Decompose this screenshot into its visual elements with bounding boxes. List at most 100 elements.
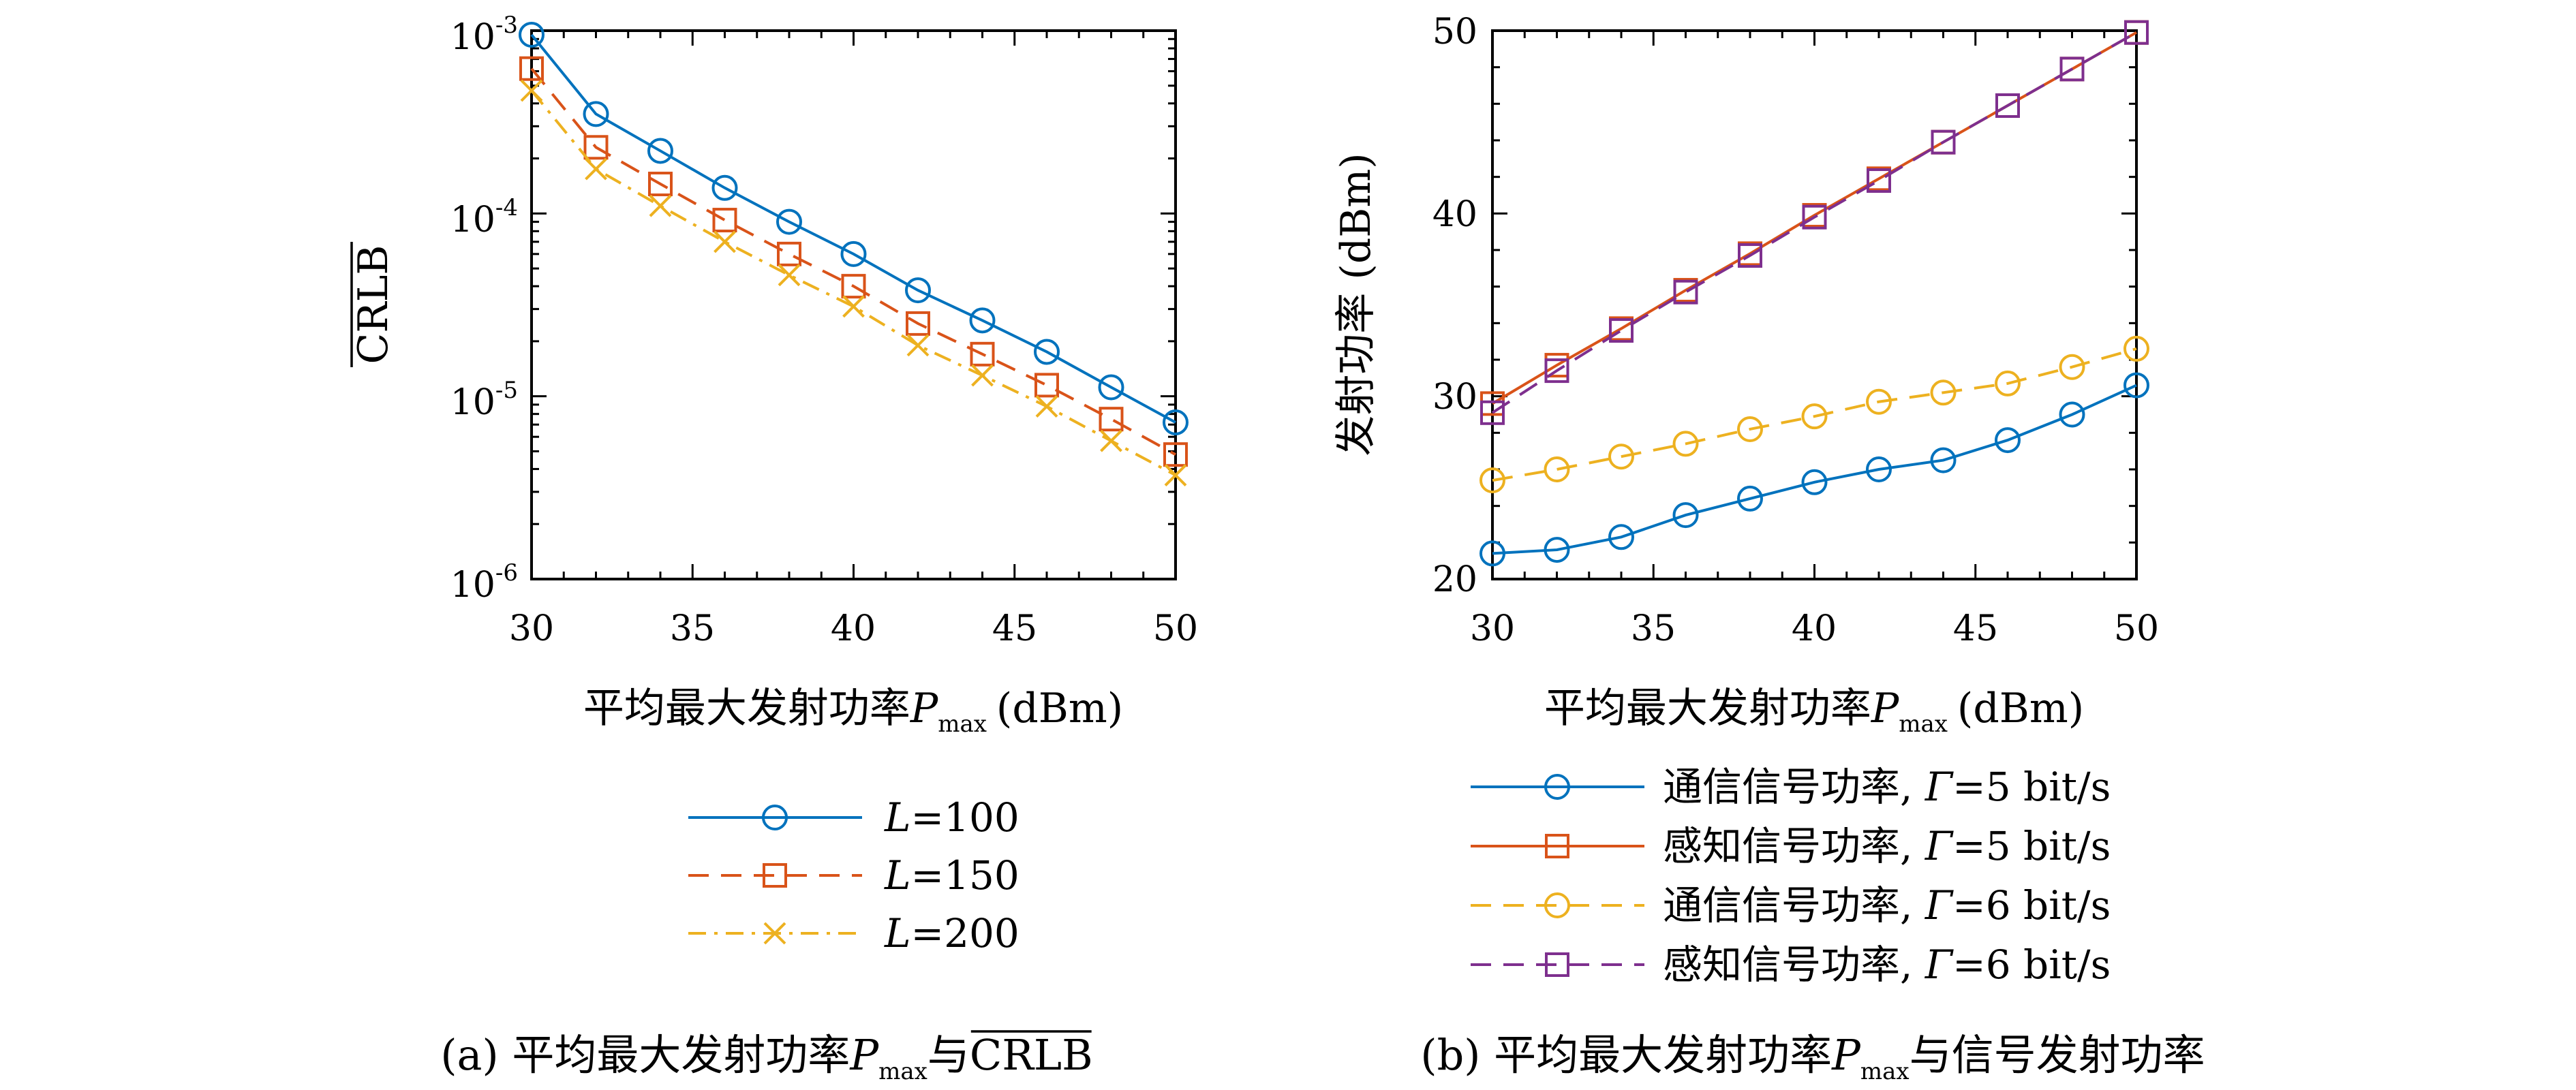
svg-text:L=150: L=150 <box>884 852 1019 899</box>
series-line-b-0 <box>1492 384 2137 555</box>
data-point-a-2-0 <box>520 79 543 102</box>
data-point-b-2-3 <box>1672 431 1699 457</box>
y-tick-label-b-3: 50 <box>1432 12 1477 52</box>
data-point-b-3-8 <box>1995 93 2020 119</box>
data-point-a-0-2 <box>647 138 673 164</box>
y-axis-label-b: 发射功率 (dBm) <box>1332 153 1380 456</box>
series-line-b-3 <box>1491 31 2137 414</box>
data-point-b-0-4 <box>1737 485 1763 512</box>
data-point-a-0-0 <box>519 21 545 48</box>
x-axis-label-b: 平均最大发射功率Pmax (dBm) <box>1544 685 2084 738</box>
axis-ticks-a <box>530 29 1177 580</box>
data-point-a-2-3 <box>714 230 736 253</box>
x-tick-label-b-0: 30 <box>1470 608 1515 649</box>
data-point-b-3-4 <box>1738 243 1762 268</box>
chart-crlb: 10-3 10-4 10-5 10-6 30 35 40 45 50 平均最大发… <box>350 12 1198 1085</box>
data-point-b-3-3 <box>1673 279 1698 305</box>
data-point-a-2-8 <box>1035 395 1058 418</box>
data-point-b-0-6 <box>1866 456 1892 482</box>
svg-text:L=200: L=200 <box>884 910 1019 956</box>
y-tick-label-a-3: 10-6 <box>450 559 518 606</box>
y-tick-label-a-0: 10-3 <box>450 12 518 58</box>
legend-item-b-3: 感知信号功率, Γ=6 bit/s <box>1471 941 2111 988</box>
data-point-b-0-10 <box>2123 372 2149 399</box>
data-point-a-0-6 <box>905 277 931 304</box>
series-line-a-0 <box>530 33 1176 424</box>
svg-text:CRLB: CRLB <box>350 245 397 364</box>
series-line-a-1 <box>530 67 1176 456</box>
svg-text:感知信号功率, Γ=6 bit/s: 感知信号功率, Γ=6 bit/s <box>1663 941 2111 988</box>
data-point-a-1-7 <box>970 341 995 367</box>
x-tick-label-b-1: 35 <box>1631 608 1676 649</box>
data-point-b-2-2 <box>1608 443 1634 470</box>
data-point-b-2-1 <box>1544 456 1570 482</box>
svg-text:感知信号功率, Γ=5 bit/s: 感知信号功率, Γ=5 bit/s <box>1663 823 2111 869</box>
plot-frame-b <box>1491 29 2138 580</box>
data-point-b-3-5 <box>1802 204 1827 230</box>
data-point-a-2-10 <box>1164 464 1187 486</box>
data-point-b-0-0 <box>1479 540 1505 567</box>
data-point-a-1-8 <box>1034 373 1059 398</box>
data-point-b-2-6 <box>1866 388 1892 415</box>
data-point-a-1-6 <box>906 311 930 336</box>
data-point-a-0-3 <box>711 174 738 201</box>
caption-a: (a) 平均最大发射功率Pmax与CRLB <box>440 1030 1092 1085</box>
data-point-b-3-7 <box>1931 129 1956 155</box>
legend-b: 通信信号功率, Γ=5 bit/s 感知信号功率, Γ=5 bit/s 通信信号… <box>1471 764 2111 988</box>
data-point-a-0-4 <box>776 208 802 235</box>
data-point-a-2-2 <box>649 194 672 217</box>
data-point-a-1-5 <box>841 274 866 299</box>
x-tick-label-a-2: 40 <box>831 608 876 649</box>
data-point-a-1-3 <box>712 208 737 233</box>
data-point-b-3-10 <box>2124 20 2149 45</box>
caption-b: (b) 平均最大发射功率Pmax与信号发射功率 <box>1420 1030 2205 1085</box>
x-tick-label-a-1: 35 <box>670 608 715 649</box>
data-point-a-0-7 <box>969 307 996 334</box>
svg-text:10-6: 10-6 <box>450 559 518 606</box>
data-point-a-1-0 <box>519 56 544 81</box>
data-point-a-2-6 <box>906 334 930 357</box>
data-point-a-1-10 <box>1163 442 1188 467</box>
data-point-b-0-8 <box>1995 427 2021 454</box>
data-point-b-0-5 <box>1801 469 1828 495</box>
data-point-b-3-1 <box>1544 358 1569 384</box>
data-point-b-2-8 <box>1995 370 2021 396</box>
y-tick-label-a-2: 10-5 <box>450 377 518 423</box>
data-point-a-1-2 <box>648 172 673 197</box>
data-point-b-3-0 <box>1480 400 1505 425</box>
data-point-b-0-3 <box>1672 502 1699 529</box>
data-point-b-2-4 <box>1737 416 1763 442</box>
data-point-b-0-9 <box>2059 401 2085 428</box>
legend-item-a-0: L=100 <box>688 794 1019 841</box>
data-point-b-3-6 <box>1867 168 1891 193</box>
series-group-b <box>1479 20 2149 567</box>
data-point-a-2-5 <box>842 295 865 318</box>
svg-text:10-5: 10-5 <box>450 377 518 423</box>
data-point-b-2-10 <box>2123 335 2149 362</box>
y-axis-label-a: CRLB <box>350 242 397 367</box>
data-point-a-2-7 <box>971 364 994 387</box>
legend-item-b-1: 感知信号功率, Γ=5 bit/s <box>1471 823 2111 869</box>
data-point-b-2-9 <box>2059 354 2085 380</box>
data-point-b-3-9 <box>2059 57 2085 82</box>
y-tick-label-b-1: 30 <box>1432 377 1477 418</box>
series-line-a-2 <box>530 89 1176 477</box>
x-axis-label-a: 平均最大发射功率Pmax (dBm) <box>583 685 1123 738</box>
data-point-a-0-5 <box>840 240 867 267</box>
series-group-a <box>519 21 1189 486</box>
legend-item-b-2: 通信信号功率, Γ=6 bit/s <box>1471 882 2111 929</box>
x-tick-label-b-4: 50 <box>2114 608 2159 649</box>
svg-text:通信信号功率, Γ=6 bit/s: 通信信号功率, Γ=6 bit/s <box>1663 882 2111 929</box>
data-point-b-0-1 <box>1544 537 1570 563</box>
y-tick-label-b-2: 40 <box>1432 194 1477 235</box>
data-point-a-1-9 <box>1099 407 1124 432</box>
chart-transmit-power: 20 30 40 50 30 35 40 45 50 平均最大发射功率Pmax(… <box>1332 12 2205 1085</box>
svg-text:10-3: 10-3 <box>450 12 518 58</box>
data-point-a-2-9 <box>1100 429 1122 452</box>
data-point-b-0-2 <box>1608 524 1634 550</box>
data-point-a-2-1 <box>585 157 607 181</box>
data-point-a-1-4 <box>777 241 801 266</box>
data-point-b-2-5 <box>1801 403 1828 430</box>
x-tick-label-b-3: 45 <box>1953 608 1998 649</box>
